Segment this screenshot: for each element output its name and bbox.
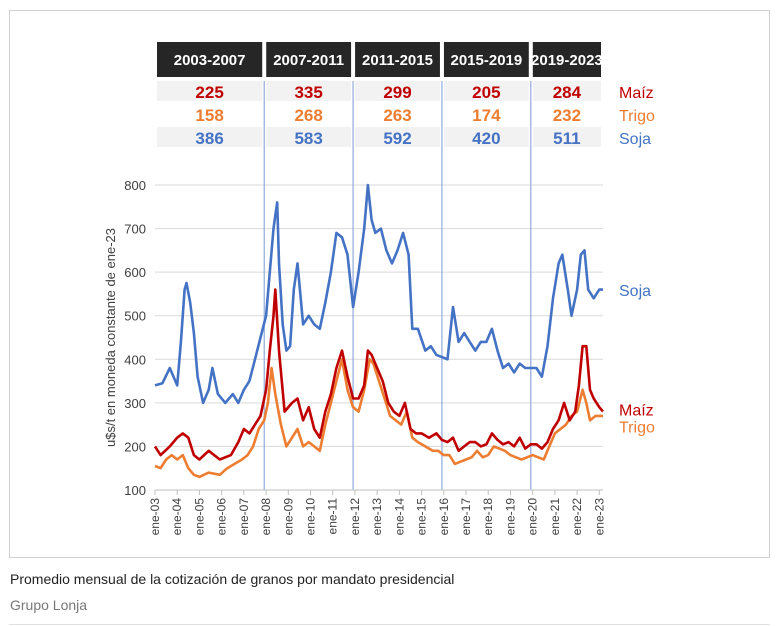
period-cell-bg	[443, 127, 529, 147]
period-header-label: 2003-2007	[174, 52, 246, 69]
x-tick-label: ene-08	[259, 498, 273, 536]
x-tick-label: ene-17	[459, 498, 473, 536]
chart-frame: 2003-2007 225 158 386 2007-2011 335 268 583 2011…	[9, 10, 770, 558]
x-tick-label: ene-16	[437, 498, 451, 536]
y-tick-label: 200	[124, 439, 146, 454]
figure-credit: Grupo Lonja	[10, 597, 88, 613]
period-cell-bg	[355, 104, 440, 124]
x-tick-label: ene-04	[170, 498, 184, 536]
period-cell-bg	[157, 104, 263, 124]
x-tick-label: ene-07	[237, 498, 251, 536]
period-value-maiz: 205	[472, 83, 500, 102]
period-header-label: 2019-2023	[531, 52, 603, 69]
period-cell-bg	[266, 104, 352, 124]
y-tick-label: 800	[124, 178, 146, 193]
x-tick-label: ene-12	[348, 498, 362, 536]
series-label-trigo: Trigo	[619, 419, 655, 436]
period-header-label: 2011-2015	[362, 52, 433, 69]
y-tick-label: 700	[124, 222, 146, 237]
period-cell-bg	[266, 127, 352, 147]
period-value-soja: 420	[472, 129, 500, 148]
y-tick-label: 600	[124, 265, 146, 280]
period-cell-bg	[157, 127, 263, 147]
period-header-1	[266, 42, 352, 77]
x-tick-label: ene-23	[592, 498, 606, 536]
row-label-trigo: Trigo	[619, 108, 655, 125]
period-header-2	[355, 42, 440, 77]
y-tick-label: 300	[124, 396, 146, 411]
period-value-maiz: 299	[383, 83, 411, 102]
x-tick-label: ene-22	[570, 498, 584, 536]
period-header-3	[443, 42, 529, 77]
period-value-soja: 592	[383, 129, 411, 148]
grain-price-chart: 2003-2007 225 158 386 2007-2011 335 268 583 2011…	[103, 42, 655, 536]
x-tick-label: ene-11	[326, 498, 340, 535]
x-tick-label: ene-13	[370, 498, 384, 536]
divider	[9, 624, 770, 625]
x-tick-label: ene-05	[192, 498, 206, 536]
x-tick-label: ene-20	[526, 498, 540, 536]
row-label-soja: Soja	[619, 131, 651, 148]
series-label-maiz: Maíz	[619, 402, 654, 419]
period-header-label: 2007-2011	[273, 52, 344, 69]
x-tick-label: ene-21	[548, 498, 562, 536]
period-value-trigo: 158	[195, 106, 223, 125]
period-value-soja: 386	[195, 129, 223, 148]
series-line-maiz	[153, 288, 604, 461]
y-axis-title: u$s/t en moneda constante de ene-23	[103, 228, 118, 447]
period-value-trigo: 268	[294, 106, 322, 125]
x-tick-label: ene-09	[281, 498, 295, 536]
series-line-trigo	[154, 358, 603, 479]
x-tick-label: ene-03	[148, 498, 162, 536]
period-value-trigo: 232	[553, 106, 581, 125]
x-tick-label: ene-18	[481, 498, 495, 536]
x-tick-label: ene-06	[215, 498, 229, 536]
y-tick-label: 500	[124, 309, 146, 324]
series-label-soja: Soja	[619, 283, 651, 300]
period-cell-bg	[157, 81, 263, 101]
figure-caption: Promedio mensual de la cotización de gra…	[10, 571, 455, 587]
period-cell-bg	[355, 127, 440, 147]
period-header-label: 2015-2019	[451, 52, 523, 69]
period-cell-bg	[443, 104, 529, 124]
period-value-soja: 511	[553, 129, 580, 148]
period-cell-bg	[355, 81, 440, 101]
row-label-maiz: Maíz	[619, 85, 654, 102]
period-value-maiz: 284	[553, 83, 582, 102]
x-tick-label: ene-15	[415, 498, 429, 536]
period-value-trigo: 263	[383, 106, 411, 125]
period-value-trigo: 174	[472, 106, 501, 125]
y-tick-label: 400	[124, 352, 146, 367]
period-cell-bg	[532, 81, 601, 101]
period-value-maiz: 335	[294, 83, 322, 102]
x-tick-label: ene-14	[392, 498, 406, 536]
period-value-maiz: 225	[195, 83, 223, 102]
x-tick-label: ene-10	[304, 498, 318, 536]
period-cell-bg	[266, 81, 352, 101]
period-value-soja: 583	[294, 129, 322, 148]
y-tick-label: 100	[124, 483, 146, 498]
period-header-4	[532, 42, 601, 77]
period-header-0	[157, 42, 263, 77]
period-cell-bg	[443, 81, 529, 101]
x-tick-label: ene-19	[503, 498, 517, 536]
period-cell-bg	[532, 127, 601, 147]
series-line-soja	[154, 183, 603, 405]
period-cell-bg	[532, 104, 601, 124]
